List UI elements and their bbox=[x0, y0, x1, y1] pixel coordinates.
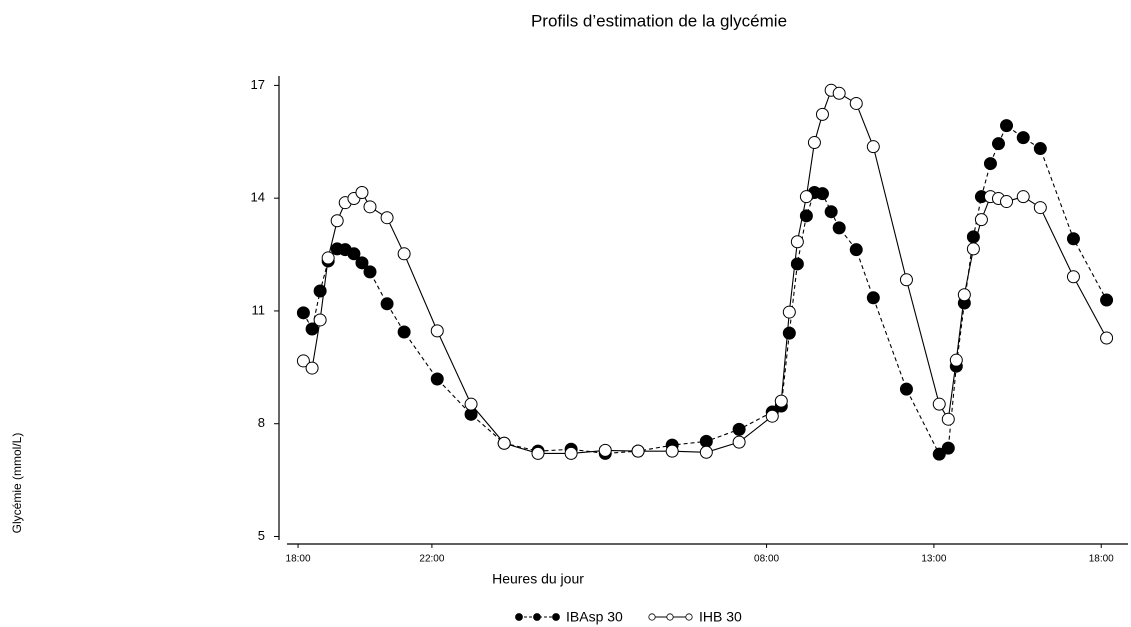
data-point bbox=[296, 354, 310, 368]
data-point bbox=[699, 445, 713, 459]
legend-marker bbox=[685, 613, 693, 621]
data-point bbox=[631, 444, 645, 458]
data-point bbox=[732, 422, 746, 436]
data-point bbox=[665, 444, 679, 458]
data-point bbox=[1016, 190, 1030, 204]
data-point bbox=[815, 107, 829, 121]
data-point bbox=[347, 247, 361, 261]
series-line bbox=[302, 124, 1108, 455]
data-point bbox=[790, 235, 804, 249]
data-point bbox=[782, 326, 796, 340]
x-tick-label: 13:00 bbox=[921, 554, 946, 565]
data-point bbox=[866, 291, 880, 305]
x-tick-label: 18:00 bbox=[1089, 554, 1114, 565]
data-point bbox=[430, 324, 444, 338]
data-point bbox=[380, 211, 394, 225]
data-point bbox=[832, 86, 846, 100]
data-point bbox=[321, 251, 335, 265]
data-point bbox=[983, 157, 997, 171]
x-tick-label: 18:00 bbox=[286, 554, 311, 565]
data-point bbox=[598, 443, 612, 457]
data-point bbox=[296, 306, 310, 320]
data-point bbox=[1033, 201, 1047, 215]
data-point bbox=[1066, 232, 1080, 246]
data-point bbox=[849, 243, 863, 257]
data-point bbox=[430, 372, 444, 386]
data-point bbox=[699, 434, 713, 448]
data-point bbox=[824, 205, 838, 219]
data-point bbox=[957, 288, 971, 302]
y-tick-label: 17 bbox=[251, 77, 265, 92]
data-point bbox=[774, 394, 788, 408]
data-point bbox=[397, 325, 411, 339]
y-tick-label: 14 bbox=[251, 190, 265, 205]
data-point bbox=[932, 447, 946, 461]
data-point bbox=[531, 446, 545, 460]
data-point bbox=[815, 187, 829, 201]
data-point bbox=[305, 361, 319, 375]
data-point bbox=[313, 313, 327, 327]
data-point bbox=[363, 200, 377, 214]
data-point bbox=[464, 397, 478, 411]
data-point bbox=[849, 96, 863, 110]
legend-marker bbox=[533, 613, 541, 621]
data-point bbox=[1033, 142, 1047, 156]
data-point bbox=[799, 190, 813, 204]
legend-marker bbox=[552, 613, 560, 621]
data-point bbox=[355, 186, 369, 200]
x-tick-label: 08:00 bbox=[754, 554, 779, 565]
data-point bbox=[497, 436, 511, 450]
legend-label: IHB 30 bbox=[699, 609, 742, 625]
data-point bbox=[380, 297, 394, 311]
data-point bbox=[732, 435, 746, 449]
series-line bbox=[303, 89, 1108, 454]
data-point bbox=[765, 409, 779, 423]
data-point bbox=[363, 265, 377, 279]
y-tick-label: 8 bbox=[258, 415, 265, 430]
y-tick-label: 5 bbox=[258, 528, 265, 543]
data-point bbox=[941, 441, 955, 455]
data-point bbox=[1100, 293, 1114, 307]
data-point bbox=[790, 257, 804, 271]
data-point bbox=[782, 305, 796, 319]
data-point bbox=[1000, 119, 1014, 133]
data-point bbox=[932, 397, 946, 411]
data-point bbox=[966, 242, 980, 256]
legend-marker bbox=[515, 613, 523, 621]
legend-marker bbox=[666, 613, 674, 621]
data-point bbox=[807, 136, 821, 150]
data-point bbox=[866, 140, 880, 154]
data-point bbox=[899, 382, 913, 396]
data-point bbox=[1000, 195, 1014, 209]
x-axis-label: Heures du jour bbox=[492, 571, 584, 587]
y-tick-label: 11 bbox=[252, 302, 266, 317]
data-point bbox=[991, 137, 1005, 151]
chart-title: Profils d’estimation de la glycémie bbox=[531, 11, 787, 30]
data-point bbox=[1016, 131, 1030, 145]
data-point bbox=[564, 446, 578, 460]
data-point bbox=[330, 214, 344, 228]
data-point bbox=[397, 247, 411, 261]
data-point bbox=[941, 412, 955, 426]
data-point bbox=[1100, 331, 1114, 345]
data-point bbox=[355, 256, 369, 270]
data-point bbox=[974, 213, 988, 227]
data-point bbox=[832, 221, 846, 235]
data-point bbox=[899, 273, 913, 287]
legend-marker bbox=[648, 613, 656, 621]
legend-label: IBAsp 30 bbox=[566, 609, 623, 625]
y-axis-label: Glycémie (mmol/L) bbox=[10, 433, 24, 534]
data-point bbox=[949, 353, 963, 367]
x-tick-label: 22:00 bbox=[419, 554, 444, 565]
data-point bbox=[1066, 270, 1080, 284]
